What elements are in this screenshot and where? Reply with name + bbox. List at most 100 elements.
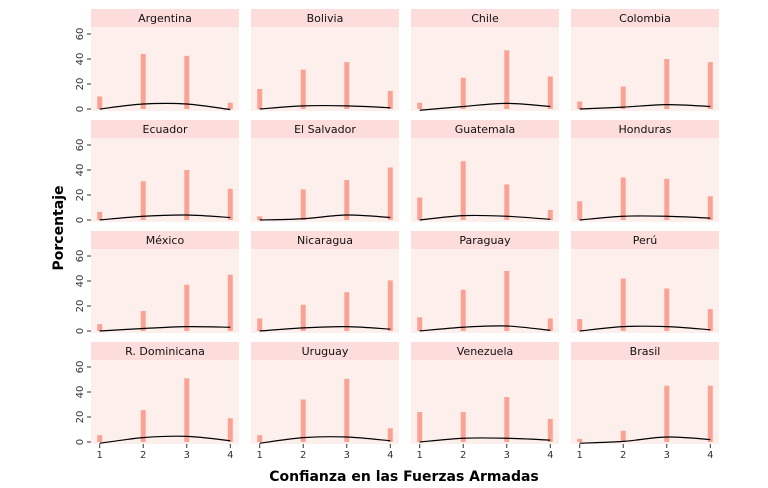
panel-strip	[411, 9, 559, 27]
bar	[344, 180, 350, 220]
bar	[417, 412, 423, 442]
bar	[504, 50, 510, 109]
density-curve	[579, 325, 711, 332]
y-tick-label: 20	[75, 189, 86, 202]
bar	[97, 324, 103, 331]
panel-title: Perú	[633, 234, 658, 247]
panel: Nicaragua	[251, 231, 399, 333]
bar	[227, 274, 233, 331]
bar	[547, 318, 553, 331]
y-tick-label: 60	[75, 361, 86, 374]
bar	[504, 271, 510, 331]
density-curve	[579, 215, 711, 221]
x-tick-label: 2	[140, 450, 146, 461]
bar	[184, 55, 190, 109]
bar	[300, 304, 306, 331]
panel: Colombia	[571, 9, 719, 111]
y-tick-label: 40	[75, 386, 86, 399]
bar	[620, 86, 626, 109]
panel-strip	[411, 342, 559, 360]
density-curve	[99, 435, 231, 444]
density-curve	[259, 214, 391, 221]
x-tick-label: 3	[344, 450, 350, 461]
panel: Brasil 1 2 3 4	[571, 342, 719, 461]
bar	[547, 418, 553, 442]
panel-background	[91, 360, 239, 444]
panel-title: El Salvador	[294, 123, 356, 136]
y-tick-label: 0	[75, 328, 86, 334]
bar	[707, 385, 713, 442]
bar	[387, 280, 393, 331]
x-tick-label: 3	[504, 450, 510, 461]
bar	[417, 197, 423, 220]
x-tick-label: 1	[257, 450, 263, 461]
y-tick-label: 0	[75, 439, 86, 445]
panel-background	[571, 27, 719, 111]
density-curve	[259, 104, 391, 110]
panel-strip	[251, 120, 399, 138]
panel-strip	[91, 9, 239, 27]
bar	[344, 62, 350, 109]
x-tick-label: 4	[547, 450, 553, 461]
panel-background	[251, 249, 399, 333]
x-tick-label: 3	[664, 450, 670, 461]
panel-title: Ecuador	[143, 123, 188, 136]
panel: Chile	[411, 9, 559, 111]
bar	[460, 289, 466, 331]
bar	[620, 177, 626, 220]
density-curve	[419, 102, 551, 111]
bar	[227, 418, 233, 442]
panel-title: Venezuela	[457, 345, 514, 358]
x-tick-label: 4	[227, 450, 233, 461]
bar	[300, 399, 306, 442]
panel-title: Honduras	[619, 123, 672, 136]
bar	[140, 311, 146, 331]
panel-background	[411, 249, 559, 333]
panel-strip	[251, 231, 399, 249]
bar	[257, 89, 263, 109]
panel-strip	[251, 342, 399, 360]
y-tick-label: 40	[75, 53, 86, 66]
y-tick-label: 60	[75, 28, 86, 41]
panel-strip	[91, 120, 239, 138]
x-tick-label: 1	[417, 450, 423, 461]
bar	[387, 167, 393, 220]
y-tick-label: 20	[75, 411, 86, 424]
bar	[257, 435, 263, 442]
panel: El Salvador	[251, 120, 399, 222]
panel-background	[411, 27, 559, 111]
panel: Guatemala	[411, 120, 559, 222]
panel-background	[251, 27, 399, 111]
bar	[460, 161, 466, 220]
x-tick-label: 1	[97, 450, 103, 461]
panel: Argentina 0 20 40 60	[75, 9, 239, 112]
panel-strip	[91, 231, 239, 249]
panel-strip	[411, 120, 559, 138]
bar	[227, 102, 233, 109]
bar	[417, 317, 423, 331]
bar	[344, 292, 350, 331]
panel: Paraguay	[411, 231, 559, 333]
x-tick-label: 2	[460, 450, 466, 461]
panel-strip	[571, 120, 719, 138]
panel-background	[411, 360, 559, 444]
density-curve	[419, 214, 551, 221]
bar	[664, 385, 670, 442]
density-curve	[99, 325, 231, 332]
density-curve	[99, 214, 231, 221]
panel-strip	[571, 342, 719, 360]
panel-title: Colombia	[619, 12, 671, 25]
y-tick-label: 40	[75, 164, 86, 177]
bar	[460, 77, 466, 109]
panel: Honduras	[571, 120, 719, 222]
bar	[620, 278, 626, 331]
panel-background	[91, 27, 239, 111]
bar	[577, 319, 583, 331]
x-tick-label: 4	[387, 450, 393, 461]
bar	[257, 318, 263, 331]
panel-strip	[411, 231, 559, 249]
density-curve	[99, 102, 231, 111]
bar	[227, 188, 233, 220]
y-axis-title: Porcentaje	[51, 186, 67, 271]
